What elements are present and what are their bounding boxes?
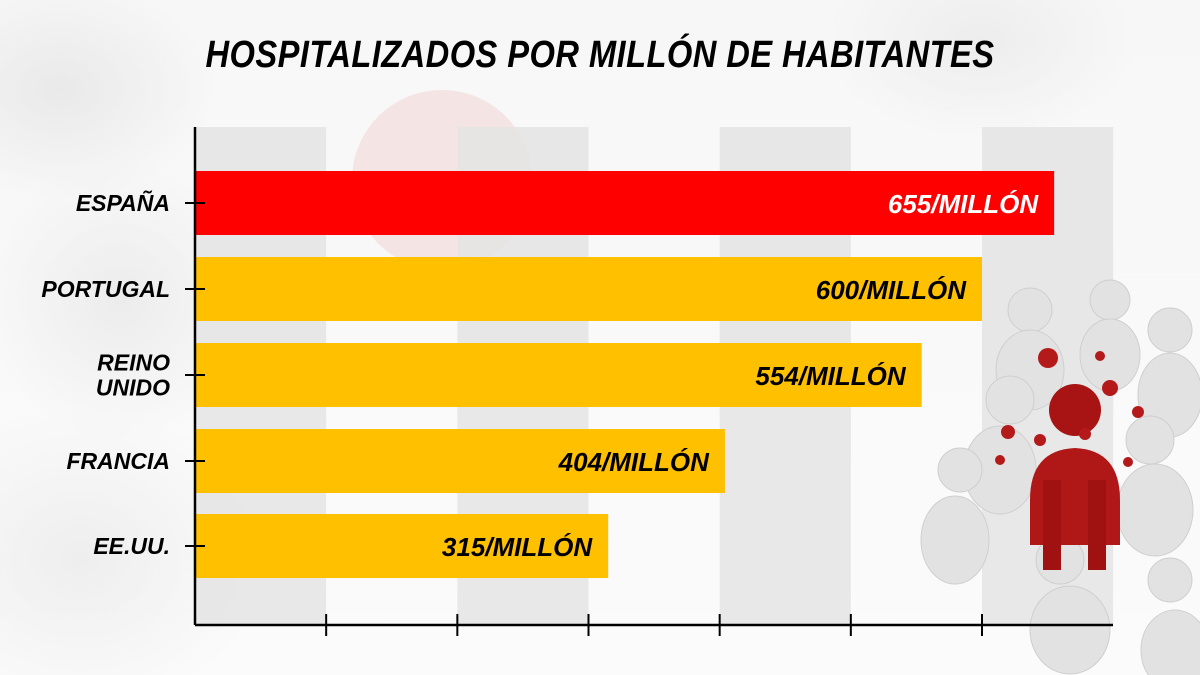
virus-crowd-illustration xyxy=(920,279,1200,675)
category-label-line: PORTUGAL xyxy=(41,276,170,302)
chart-title: HOSPITALIZADOS POR MILLÓN DE HABITANTES xyxy=(205,34,995,76)
bar xyxy=(195,257,982,321)
category-label-line: UNIDO xyxy=(96,375,170,401)
category-label: REINO UNIDO xyxy=(96,350,170,401)
bars xyxy=(195,171,1055,578)
data-label: 554/MILLÓN xyxy=(755,361,906,391)
data-label: 600/MILLÓN xyxy=(816,275,967,305)
category-label-line: ESPAÑA xyxy=(76,189,170,216)
category-label-line: REINO xyxy=(97,350,170,376)
category-label: FRANCIA xyxy=(67,448,171,474)
category-label-line: FRANCIA xyxy=(67,448,171,474)
bar xyxy=(195,171,1055,235)
bar xyxy=(195,514,609,578)
data-label: 404/MILLÓN xyxy=(558,447,710,477)
category-label-line: EE.UU. xyxy=(93,533,170,559)
category-label: ESPAÑA xyxy=(76,189,170,216)
category-labels: ESPAÑA PORTUGAL REINO UNIDO FRANCIA EE.UU. xyxy=(41,189,170,559)
category-label: PORTUGAL xyxy=(41,276,170,302)
category-label: EE.UU. xyxy=(93,533,170,559)
data-label: 655/MILLÓN xyxy=(888,189,1039,219)
bar xyxy=(195,429,725,493)
data-label: 315/MILLÓN xyxy=(442,532,593,562)
bar xyxy=(195,343,922,407)
axes xyxy=(185,127,1113,636)
data-labels: 655/MILLÓN 600/MILLÓN 554/MILLÓN 404/MILLÓN… xyxy=(442,189,1039,562)
